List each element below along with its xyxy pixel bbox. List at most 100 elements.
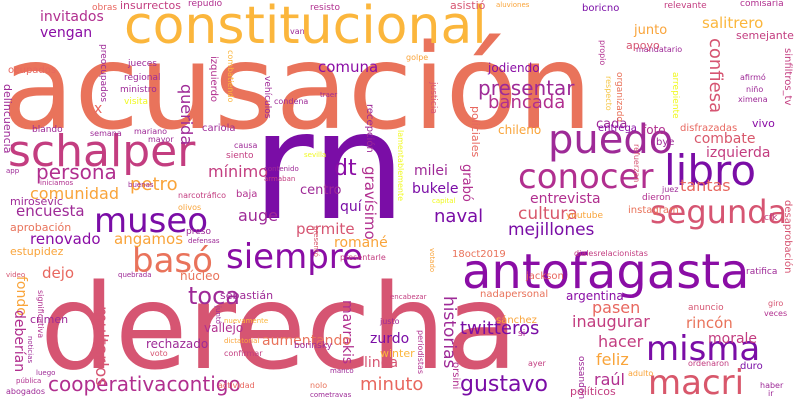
word-vengan: vengan [40,25,93,41]
word-izquierdo: izquierdo [208,56,219,103]
word-chileno: chileno [498,123,542,137]
word-vallejo: vallejo [204,321,244,335]
word-preso: preso [186,227,211,237]
word-confirmar: confirmar [224,349,263,358]
word-junto2: juntó [214,306,222,324]
word-baso: basó [132,241,213,281]
word-cariola: cariola [202,123,236,134]
word-presentar: presentar [478,76,575,100]
word-adulto: adulto [628,369,654,378]
word-auge: auge [238,206,278,225]
word-comuna: comuna [318,58,379,76]
word-combate: combate [694,131,756,147]
word-aprobacion: aprobación [10,221,72,234]
word-publica: pública [16,377,42,385]
word-sanchez: sánchez [496,315,537,326]
word-siento: siento [226,151,254,161]
word-ayer: ayer [528,359,546,368]
word-buenas: buenas [128,181,154,189]
word-x: x [94,101,103,117]
word-romane: romané [334,235,388,251]
word-obras: obras [92,3,118,13]
word-actividad: actividad [218,381,255,390]
word-antofagasta: antofagasta [462,244,750,300]
word-defensas: defensas [188,237,220,245]
word-dialesrelacionistas: dialesrelacionistas [574,249,648,258]
word-nadapersonal: nadapersonal [480,289,549,300]
word-bukele: bukele [412,181,459,197]
word-sinfiltros-tv: sinfiltros_tv [782,48,793,106]
word-justo: justo [380,317,400,326]
word-presento: presentó [312,226,320,257]
word-instagram: instagram [628,205,679,216]
word-significativa: significativa [36,290,45,339]
word-aluviones: aluviones [496,1,530,9]
word-minimo: mínimo [208,162,268,181]
word-nolo: nolo [310,381,328,390]
word-refuerzan: refuerzan [632,144,641,183]
word-sebastian: sebastián [220,289,274,302]
word-izquierda-mid: izquierda [706,145,771,161]
word-abogados: abogados [6,387,45,396]
word-permite: permite [296,220,355,238]
word-bye: bye [656,137,675,148]
word-toca: toca [188,282,240,310]
word-comisaria: comisaría [740,0,784,9]
word-preocupados: preocupados [98,44,108,103]
word-querida: querida [177,84,196,146]
word-invitados: invitados [40,9,104,25]
word-renovado: renovado [30,230,101,248]
word-que: quí [340,199,362,215]
word-insurrectos: insurrectos [120,0,181,12]
word-sevilla: sevilla [304,151,327,159]
word-nucleo: núcleo [180,269,220,283]
word-jueces: jueces [128,59,157,69]
word-cada: cada [596,117,628,132]
word-borinsky: borinsky [294,341,333,351]
word-veces: veces [764,309,788,318]
word-respecto: respecto [604,76,613,111]
word-luego: luego [36,369,56,377]
word-golpe: golpe [406,53,429,62]
word-salitrero: salitrero [702,14,764,32]
word-traer: traer [320,91,338,99]
word-ordenaron: ordenaron [688,359,730,368]
word-comunidad: comunidad [30,184,120,203]
word-dejo: dejo [42,264,75,282]
word-derecha: derecha [40,258,518,396]
word-causa: causa [234,141,258,150]
word-quebrada: quebrada [118,271,152,279]
word-zurdo: zurdo [370,331,410,347]
word-capital: capital [432,197,456,205]
word-acusacion: acusación [2,18,593,156]
word-gustavo: gustavo [460,372,548,397]
word-voto: voto [150,349,168,358]
word-grabo: grabó [459,164,474,202]
word-relevante: relevante [664,1,707,11]
word-jodiendo: jodiendo [488,61,540,75]
word-baja: baja [236,189,258,200]
word-naval: naval [434,206,484,227]
word-misma: misma [646,329,761,369]
word-juez: juez [662,185,679,194]
word-milei: milei [414,163,448,179]
word-minuto: minuto [360,374,424,395]
word-noticias: noticias [26,336,34,364]
word-disfrazadas: disfrazadas [680,123,738,134]
word-jackson: jackson [526,271,564,282]
word-rechazado: rechazado [146,337,209,351]
word-votado: votado [428,248,436,273]
word-semejante: semejante [736,29,794,42]
word-pasen: pasen [592,298,641,317]
word-linda: linda [364,355,399,371]
word-siempre: siempre [226,237,363,277]
word-van: van [290,27,305,36]
word-gravisimo: gravísimo [361,166,379,240]
word-ocupados: ocupados [8,65,57,76]
word-regional: regional [124,73,161,83]
word-argentina: argentina [566,289,624,303]
word-entrega: entrega [598,123,637,134]
word-encabezar: encabezar [390,293,427,301]
word-raul: raúl [594,370,625,389]
